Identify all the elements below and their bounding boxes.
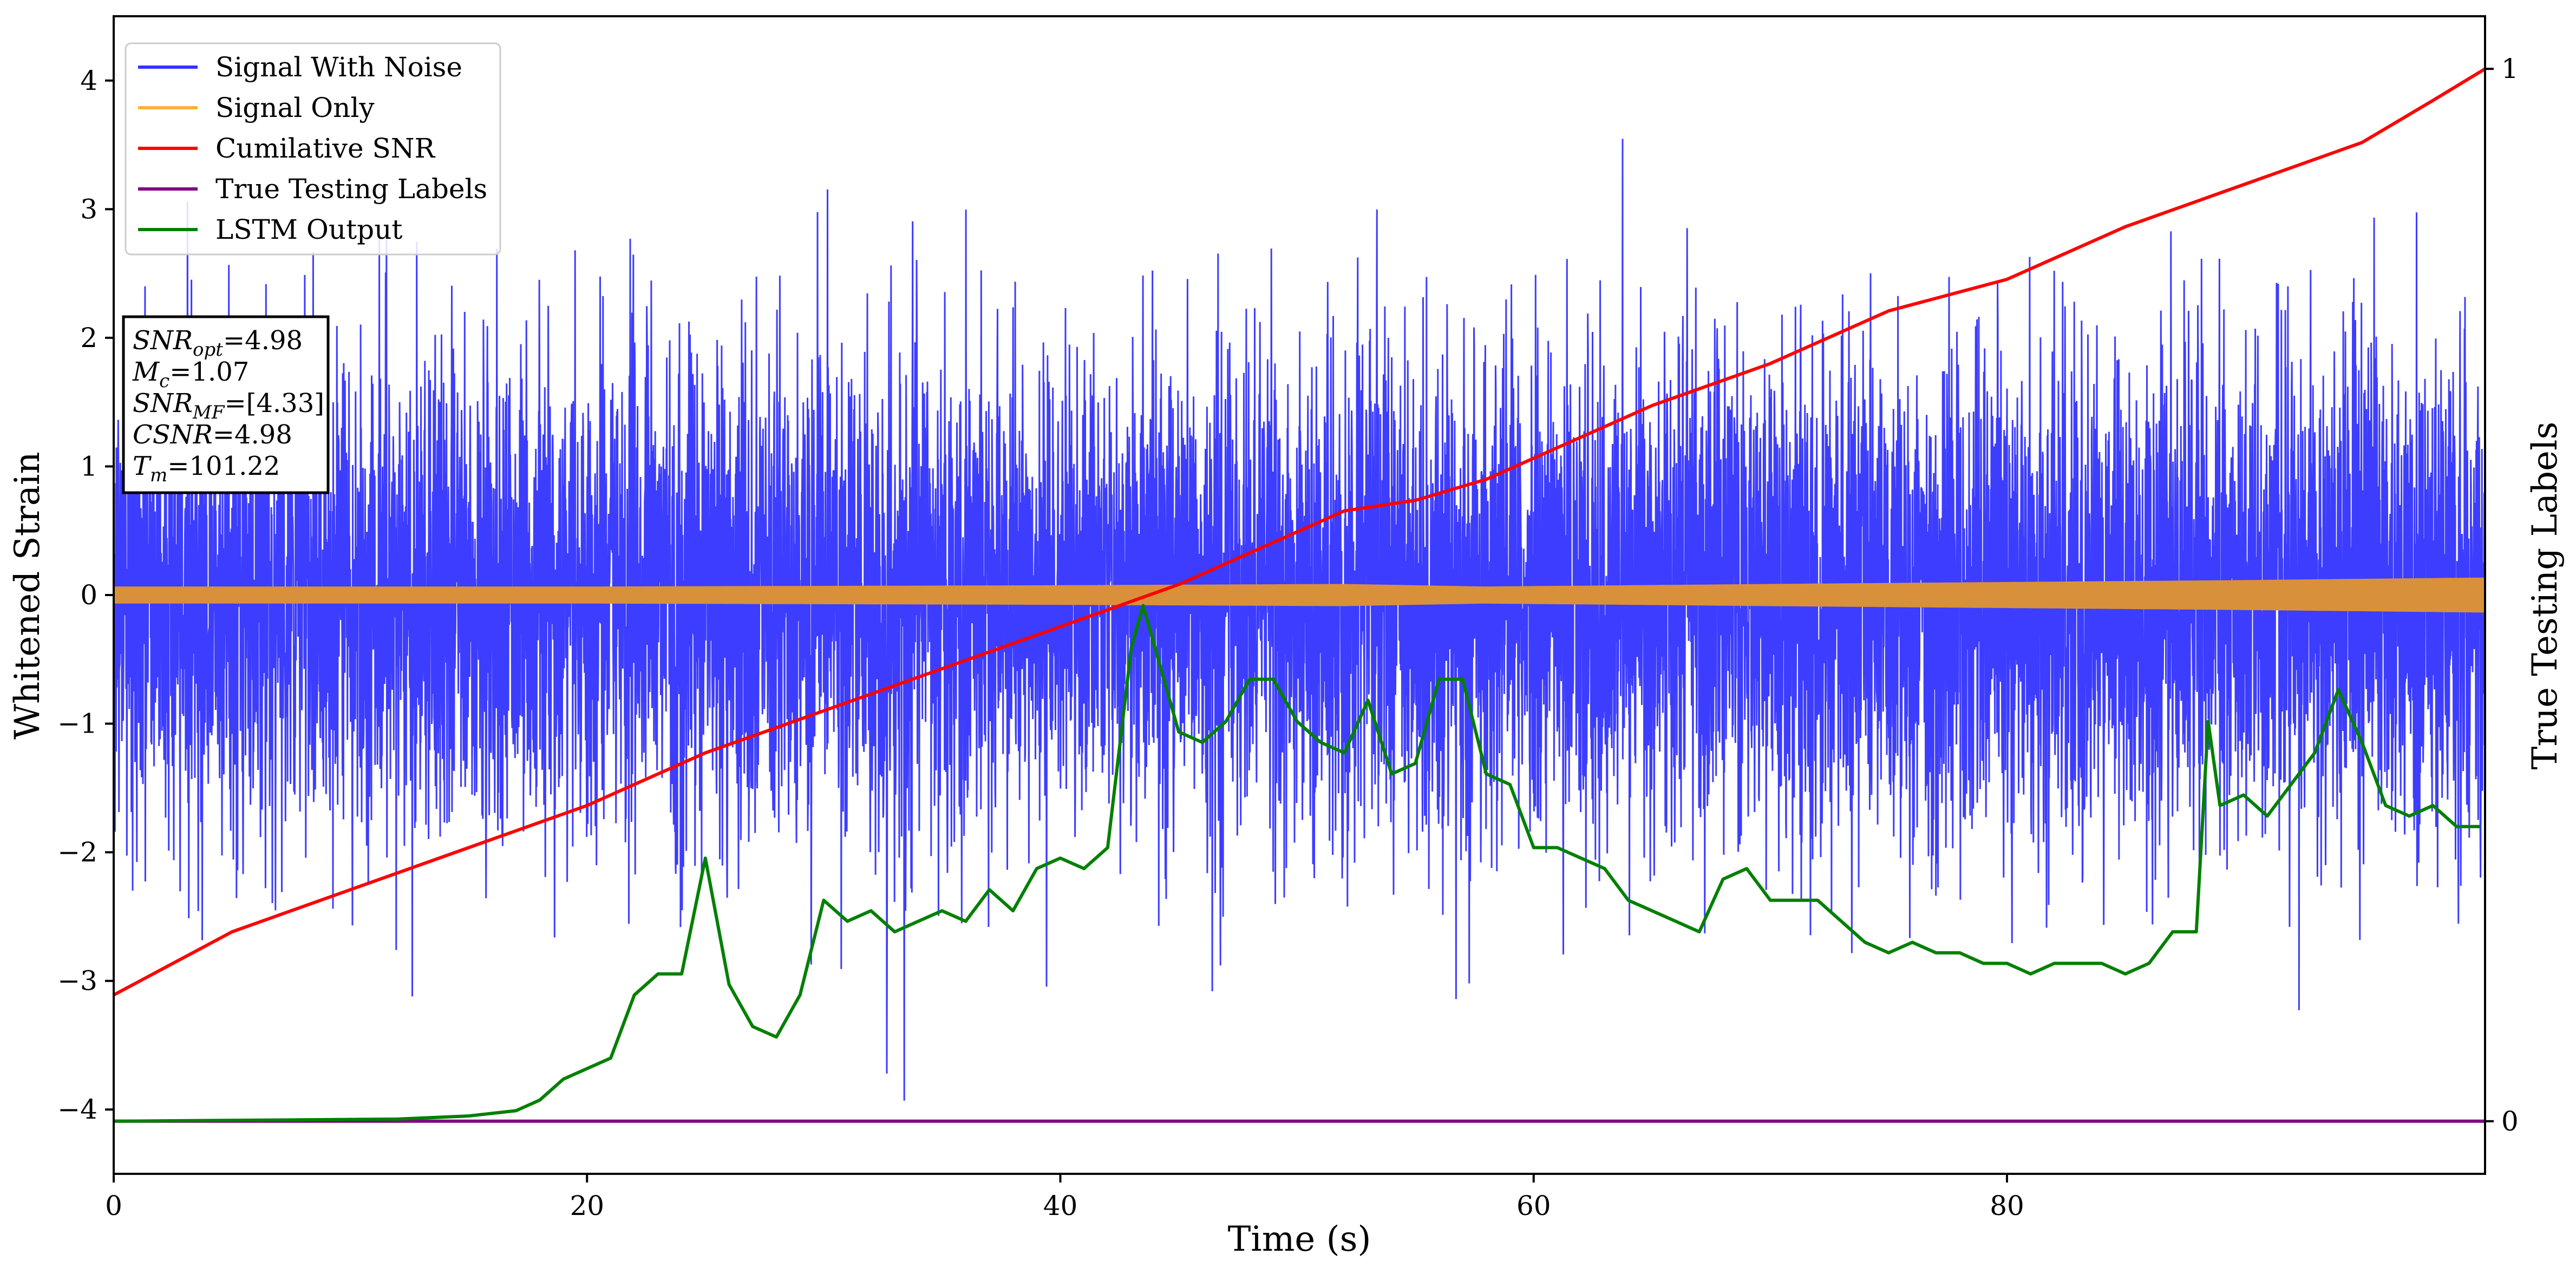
overlay-series-group xyxy=(114,67,2485,1123)
signal-only-series xyxy=(114,577,2485,613)
right-tick-label: 0 xyxy=(2501,1106,2519,1137)
annotation-value: =101.22 xyxy=(167,451,280,481)
annotation-symbol: SNR xyxy=(133,325,193,356)
legend-label: True Testing Labels xyxy=(215,173,487,205)
x-axis-label: Time (s) xyxy=(1228,1219,1371,1259)
right-tick-label: 1 xyxy=(2501,53,2519,84)
annotation-subscript: m xyxy=(150,465,167,486)
lstm-output-line xyxy=(114,604,2481,1123)
x-tick-label: 20 xyxy=(570,1190,604,1221)
y-tick-label: −1 xyxy=(57,708,97,740)
y-axis-ticks: −4 −3 −2 −1 0 1 2 3 4 xyxy=(57,65,114,1125)
legend-box xyxy=(125,42,501,256)
y-tick-label: −3 xyxy=(57,965,97,997)
annotation-frame xyxy=(122,315,330,494)
legend-label: Signal With Noise xyxy=(215,51,462,83)
annotation-symbol: M xyxy=(132,357,160,387)
annotation-value: =1.07 xyxy=(169,357,249,387)
y-axis-label: Whitened Strain xyxy=(8,452,48,739)
y-tick-label: 4 xyxy=(80,65,97,96)
annotation-subscript: MF xyxy=(192,402,225,423)
y-tick-label: 0 xyxy=(80,579,97,611)
x-tick-label: 80 xyxy=(1990,1190,2024,1221)
x-tick-label: 60 xyxy=(1516,1190,1551,1221)
legend: Signal With Noise Signal Only Cumilative S… xyxy=(125,42,501,256)
x-axis-ticks: 0 20 40 60 80 xyxy=(105,1174,2024,1221)
annotation-symbol: T xyxy=(133,451,152,481)
annotation-line: SNRMF=[4.33] xyxy=(133,388,324,423)
annotation-line: CSNR=4.98 xyxy=(133,420,292,450)
annotation-symbol: CSNR xyxy=(133,420,213,450)
signal-with-noise-series xyxy=(114,139,2485,1101)
annotation-subscript: c xyxy=(159,370,169,392)
annotation-line: Tm=101.22 xyxy=(133,451,280,486)
annotation-line: Mc=1.07 xyxy=(132,357,249,392)
right-axis-label: True Testing Labels xyxy=(2525,422,2565,770)
x-tick-label: 40 xyxy=(1043,1190,1078,1221)
signal-with-noise-line xyxy=(114,139,2485,1101)
annotation-value: =4.98 xyxy=(223,325,303,356)
y-tick-label: −2 xyxy=(57,837,97,868)
y-tick-label: 2 xyxy=(80,322,97,354)
legend-label: LSTM Output xyxy=(215,214,402,245)
legend-label: Cumilative SNR xyxy=(215,133,435,164)
y-tick-label: 3 xyxy=(80,193,97,225)
annotation-symbol: SNR xyxy=(133,388,193,419)
annotation-value: =[4.33] xyxy=(224,388,324,419)
cumilative-snr-line xyxy=(114,67,2485,997)
annotation-value: =4.98 xyxy=(213,420,292,450)
y-tick-label: 1 xyxy=(80,450,97,482)
x-tick-label: 0 xyxy=(105,1190,122,1221)
annotation-line: SNRopt=4.98 xyxy=(133,325,303,361)
y-tick-label: −4 xyxy=(57,1094,97,1125)
parameter-annotation-box: SNRopt=4.98Mc=1.07SNRMF=[4.33]CSNR=4.98T… xyxy=(122,315,330,494)
annotation-subscript: opt xyxy=(193,339,223,361)
signal-only-band xyxy=(114,577,2485,613)
legend-label: Signal Only xyxy=(215,92,375,123)
right-axis-ticks: 01 xyxy=(2485,53,2519,1137)
